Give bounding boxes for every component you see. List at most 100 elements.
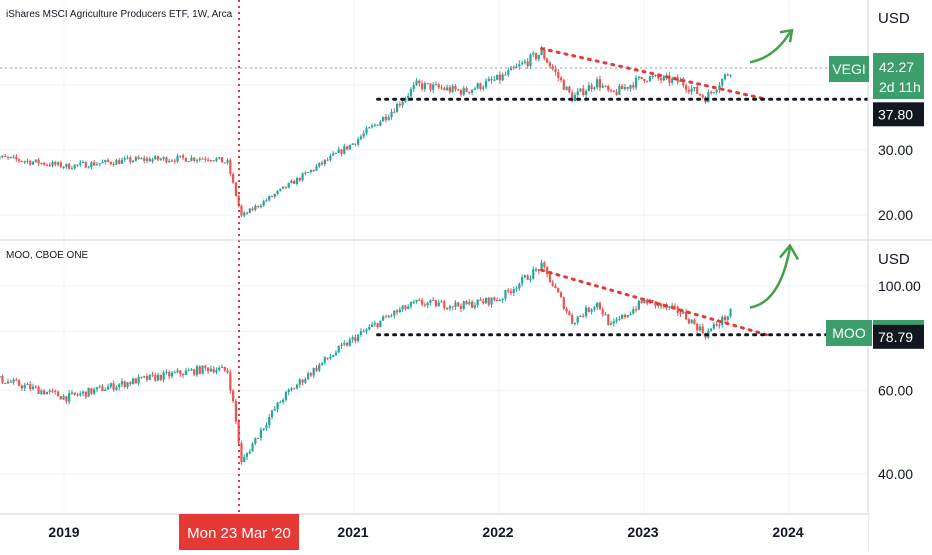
candle-body <box>9 381 12 383</box>
candle-body <box>187 161 190 163</box>
drawings-layer[interactable] <box>0 0 870 514</box>
candle-body <box>712 324 715 329</box>
candle-body <box>490 79 493 81</box>
time-axis[interactable]: 2019 2021 2022 2023 2024 Mon 23 Mar '20 <box>0 513 868 550</box>
candle-body <box>340 344 343 346</box>
candle-body <box>68 393 71 402</box>
candle-body <box>34 159 37 162</box>
candle-body <box>718 85 721 90</box>
candle-body <box>282 399 285 403</box>
candle-body <box>243 212 246 216</box>
candle-body <box>634 309 638 311</box>
candle-body <box>131 378 135 385</box>
candle-body <box>471 301 474 308</box>
candle-body <box>148 374 151 380</box>
candle-body <box>609 323 613 325</box>
candle-body <box>43 390 46 395</box>
candle-body <box>643 78 646 82</box>
candle-body <box>76 394 79 396</box>
candle-body <box>9 156 12 158</box>
candle-body <box>287 389 290 392</box>
trendline-0[interactable] <box>540 47 769 101</box>
candle-body <box>696 86 699 94</box>
moo-panel-title: MOO, CBOE ONE <box>6 250 89 261</box>
candle-body <box>40 162 43 164</box>
candle-body <box>537 54 540 60</box>
candle-body <box>420 300 424 305</box>
vegi-currency-label[interactable]: USD <box>878 10 910 27</box>
candle-body <box>87 167 90 169</box>
candle-body <box>384 116 388 120</box>
candle-body <box>170 160 174 162</box>
candle-body <box>273 409 276 411</box>
vegi-panel[interactable]: iShares MSCI Agriculture Producers ETF, … <box>0 9 732 218</box>
candle-body <box>473 88 476 90</box>
candle-body <box>156 156 160 160</box>
x-label-2023: 2023 <box>627 524 658 540</box>
candle-body <box>684 85 688 90</box>
candle-body <box>593 307 596 310</box>
candle-body <box>34 386 37 388</box>
candle-body <box>398 103 401 106</box>
candle-body <box>518 283 521 289</box>
moo-panel[interactable]: MOO, CBOE ONE <box>0 250 732 465</box>
candle-body <box>562 80 565 90</box>
candle-body <box>106 386 110 390</box>
time-axis-bg <box>0 514 868 550</box>
candle-body <box>84 162 87 168</box>
candle-body <box>54 162 57 165</box>
candle-body <box>654 75 657 77</box>
candle-body <box>15 156 18 160</box>
candle-body <box>729 75 732 77</box>
candle-body <box>120 381 124 385</box>
candle-body <box>215 158 218 161</box>
trendline-1[interactable] <box>540 268 769 337</box>
candle-body <box>307 373 310 380</box>
candle-body <box>643 299 646 304</box>
moo-arrow-head <box>779 243 800 261</box>
candle-body <box>73 164 76 169</box>
candle-body <box>62 396 65 400</box>
candle-body <box>696 323 699 331</box>
candle-body <box>443 88 446 90</box>
candle-body <box>12 379 15 383</box>
candle-body <box>651 76 654 78</box>
candle-body <box>37 159 40 164</box>
candle-body <box>112 383 115 390</box>
candle-body <box>209 160 212 162</box>
candle-body <box>726 74 729 76</box>
candle-body <box>507 290 510 292</box>
candle-body <box>629 313 632 316</box>
candle-body <box>454 85 457 90</box>
candle-body <box>348 144 351 150</box>
candle-body <box>368 326 371 330</box>
candle-body <box>609 90 613 92</box>
candle-body <box>287 183 290 188</box>
candle-body <box>81 162 85 164</box>
candle-body <box>279 188 282 191</box>
candle-body <box>120 159 124 164</box>
candle-body <box>601 85 604 88</box>
candle-body <box>668 306 671 308</box>
candle-body <box>218 367 221 371</box>
candle-body <box>73 392 76 395</box>
candle-body <box>640 300 643 304</box>
candle-body <box>523 275 527 278</box>
vegi-breakout-arrow[interactable] <box>749 31 792 64</box>
candle-body <box>518 64 521 67</box>
candle-body <box>151 374 154 376</box>
candle-body <box>498 74 501 81</box>
moo-currency-label[interactable]: USD <box>878 251 910 268</box>
candle-body <box>657 75 660 79</box>
candle-body <box>56 162 60 165</box>
candle-body <box>293 388 296 390</box>
candle-body <box>123 381 126 387</box>
candle-body <box>232 174 235 183</box>
candle-body <box>626 87 629 89</box>
moo-breakout-arrow[interactable] <box>749 247 792 309</box>
candle-body <box>145 158 149 161</box>
candle-body <box>546 58 549 63</box>
candle-body <box>51 162 54 166</box>
